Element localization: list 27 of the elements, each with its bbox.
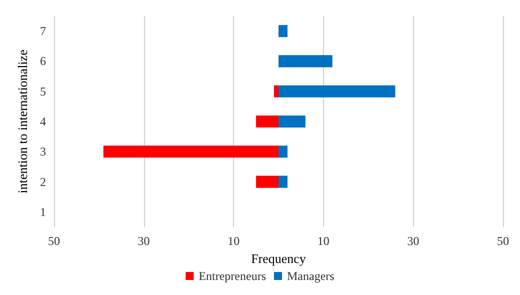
y-tick-label: 1: [40, 204, 46, 219]
bar: [278, 146, 288, 158]
bar: [274, 85, 278, 98]
legend-label: Entrepreneurs: [198, 269, 266, 283]
bar: [278, 55, 332, 68]
bar: [278, 25, 288, 38]
y-tick-label: 5: [40, 84, 46, 98]
x-tick-label: 50: [497, 234, 509, 248]
legend-label: Managers: [286, 269, 335, 283]
x-tick-label: 10: [317, 234, 330, 248]
bar: [103, 146, 278, 158]
bar: [256, 115, 278, 128]
bar: [256, 176, 278, 188]
x-axis-title: Frequency: [251, 250, 306, 266]
y-tick-label: 4: [40, 114, 46, 128]
x-tick-label: 50: [48, 234, 60, 248]
x-tick-label: 30: [407, 234, 420, 248]
x-tick-label: 30: [138, 234, 150, 248]
x-tick-label: 10: [228, 234, 240, 248]
y-tick-label: 6: [40, 54, 46, 68]
y-axis-title: intention to internationalize: [15, 49, 30, 194]
y-tick-label: 7: [40, 24, 46, 38]
bar: [278, 176, 288, 188]
bar: [278, 85, 396, 98]
y-tick-label: 2: [40, 174, 46, 189]
y-tick-label: 3: [40, 144, 46, 159]
bar: [278, 115, 306, 128]
